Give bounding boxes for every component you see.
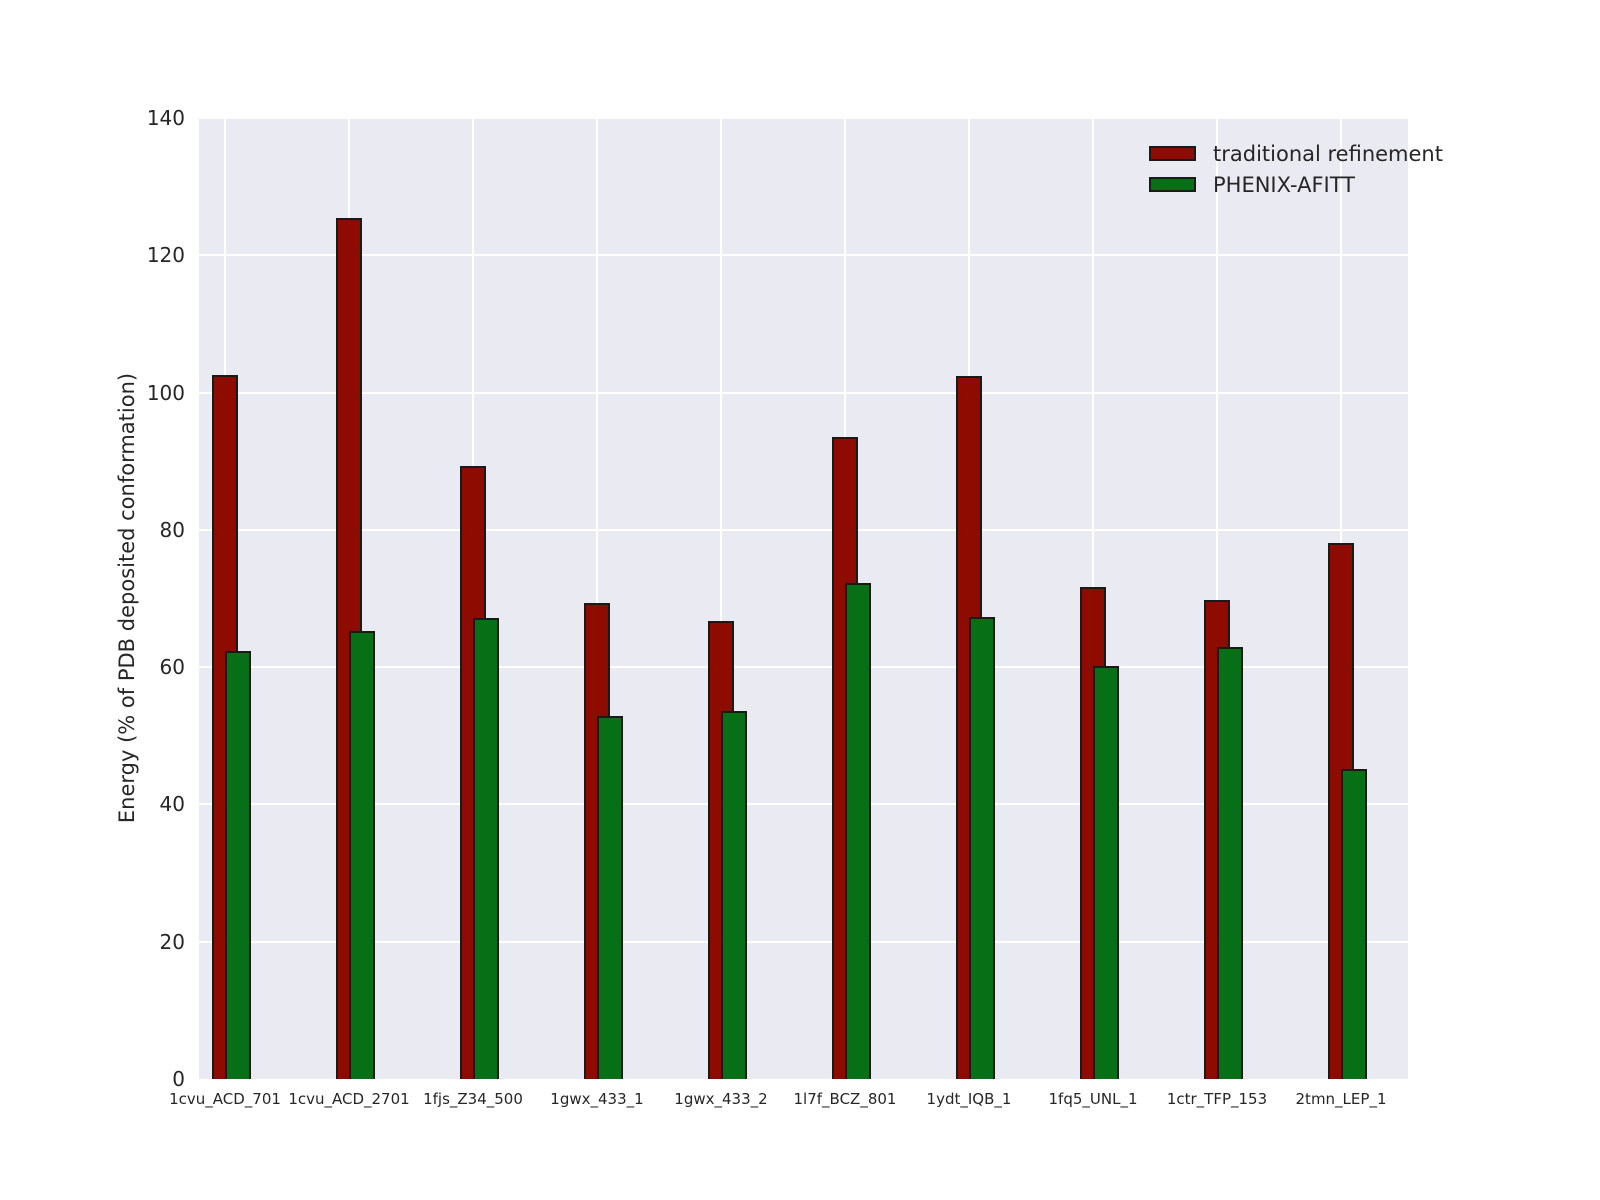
gridline-horizontal bbox=[199, 940, 1408, 943]
gridline-horizontal bbox=[199, 117, 1408, 119]
y-axis-label: Energy (% of PDB deposited conformation) bbox=[115, 372, 139, 824]
y-tick-label: 40 bbox=[159, 792, 185, 817]
legend-swatch-traditional-refinement bbox=[1149, 146, 1196, 161]
y-tick-label: 0 bbox=[172, 1067, 185, 1091]
gridline-vertical bbox=[596, 118, 598, 1079]
x-tick-label-1gwx_433_1: 1gwx_433_1 bbox=[550, 1090, 644, 1108]
x-tick-label-1ydt_IQB_1: 1ydt_IQB_1 bbox=[926, 1090, 1012, 1108]
y-tick-label: 120 bbox=[146, 243, 185, 268]
gridline-horizontal bbox=[199, 254, 1408, 257]
gridline-horizontal bbox=[199, 803, 1408, 806]
x-tick-label-1gwx_433_2: 1gwx_433_2 bbox=[674, 1090, 768, 1108]
legend-label-traditional-refinement: traditional refinement bbox=[1213, 141, 1443, 166]
bar-afitt-1ydt_IQB_1 bbox=[969, 617, 995, 1079]
legend-label-phenix-afitt: PHENIX-AFITT bbox=[1213, 172, 1356, 197]
legend-item-traditional-refinement: traditional refinement bbox=[1149, 138, 1443, 169]
plot-area bbox=[199, 117, 1408, 1079]
legend-item-phenix-afitt: PHENIX-AFITT bbox=[1149, 169, 1443, 200]
gridline-vertical bbox=[1216, 118, 1218, 1079]
bar-afitt-2tmn_LEP_1 bbox=[1341, 768, 1367, 1079]
gridline-horizontal bbox=[199, 528, 1408, 531]
y-tick-label: 60 bbox=[159, 655, 185, 680]
x-tick-label-1fjs_Z34_500: 1fjs_Z34_500 bbox=[423, 1090, 523, 1108]
bar-afitt-1l7f_BCZ_801 bbox=[845, 582, 871, 1079]
bar-afitt-1fq5_UNL_1 bbox=[1093, 665, 1119, 1079]
bar-afitt-1cvu_ACD_701 bbox=[225, 651, 251, 1079]
x-tick-label-1cvu_ACD_2701: 1cvu_ACD_2701 bbox=[288, 1090, 410, 1108]
legend: traditional refinement PHENIX-AFITT bbox=[1149, 138, 1443, 200]
gridline-horizontal bbox=[199, 666, 1408, 669]
y-tick-label: 100 bbox=[146, 380, 185, 405]
bar-afitt-1gwx_433_1 bbox=[597, 715, 623, 1079]
x-tick-label-1cvu_ACD_701: 1cvu_ACD_701 bbox=[169, 1090, 281, 1108]
bar-afitt-1fjs_Z34_500 bbox=[473, 617, 499, 1079]
y-tick-label: 80 bbox=[159, 517, 185, 542]
bar-afitt-1gwx_433_2 bbox=[721, 711, 747, 1079]
gridline-vertical bbox=[720, 118, 722, 1079]
bar-afitt-1ctr_TFP_153 bbox=[1217, 647, 1243, 1079]
legend-swatch-phenix-afitt bbox=[1149, 177, 1196, 192]
gridline-horizontal bbox=[199, 391, 1408, 394]
x-tick-label-1l7f_BCZ_801: 1l7f_BCZ_801 bbox=[793, 1090, 897, 1108]
x-tick-label-1fq5_UNL_1: 1fq5_UNL_1 bbox=[1048, 1090, 1138, 1108]
x-tick-label-2tmn_LEP_1: 2tmn_LEP_1 bbox=[1295, 1090, 1387, 1108]
y-tick-label: 140 bbox=[146, 106, 185, 130]
bar-afitt-1cvu_ACD_2701 bbox=[349, 630, 375, 1079]
y-tick-label: 20 bbox=[159, 929, 185, 954]
x-tick-label-1ctr_TFP_153: 1ctr_TFP_153 bbox=[1166, 1090, 1268, 1108]
